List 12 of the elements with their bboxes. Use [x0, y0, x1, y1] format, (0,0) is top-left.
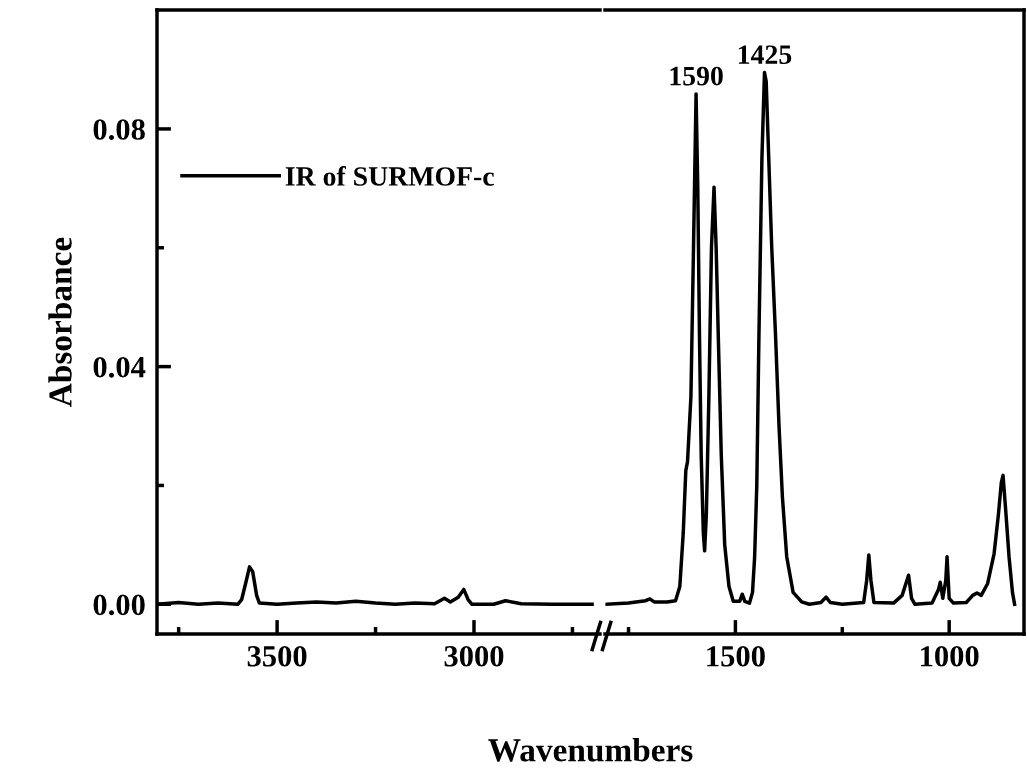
- y-tick-label: 0.00: [93, 594, 145, 616]
- legend-label: IR of SURMOF-c: [285, 166, 494, 186]
- annotation: 1590: [670, 66, 723, 86]
- y-tick-label: 0.08: [93, 119, 145, 140]
- x-tick-label: 1000: [921, 645, 979, 667]
- x-tick-label: 3500: [247, 645, 307, 667]
- x-tick-label: 3000: [444, 645, 504, 667]
- y-axis-title: Absorbance: [48, 237, 72, 407]
- x-axis-title: Wavenumbers: [488, 738, 693, 762]
- annotation: 1425: [738, 45, 792, 65]
- y-tick-label: 0.04: [93, 356, 146, 378]
- x-tick-label: 1500: [707, 645, 765, 667]
